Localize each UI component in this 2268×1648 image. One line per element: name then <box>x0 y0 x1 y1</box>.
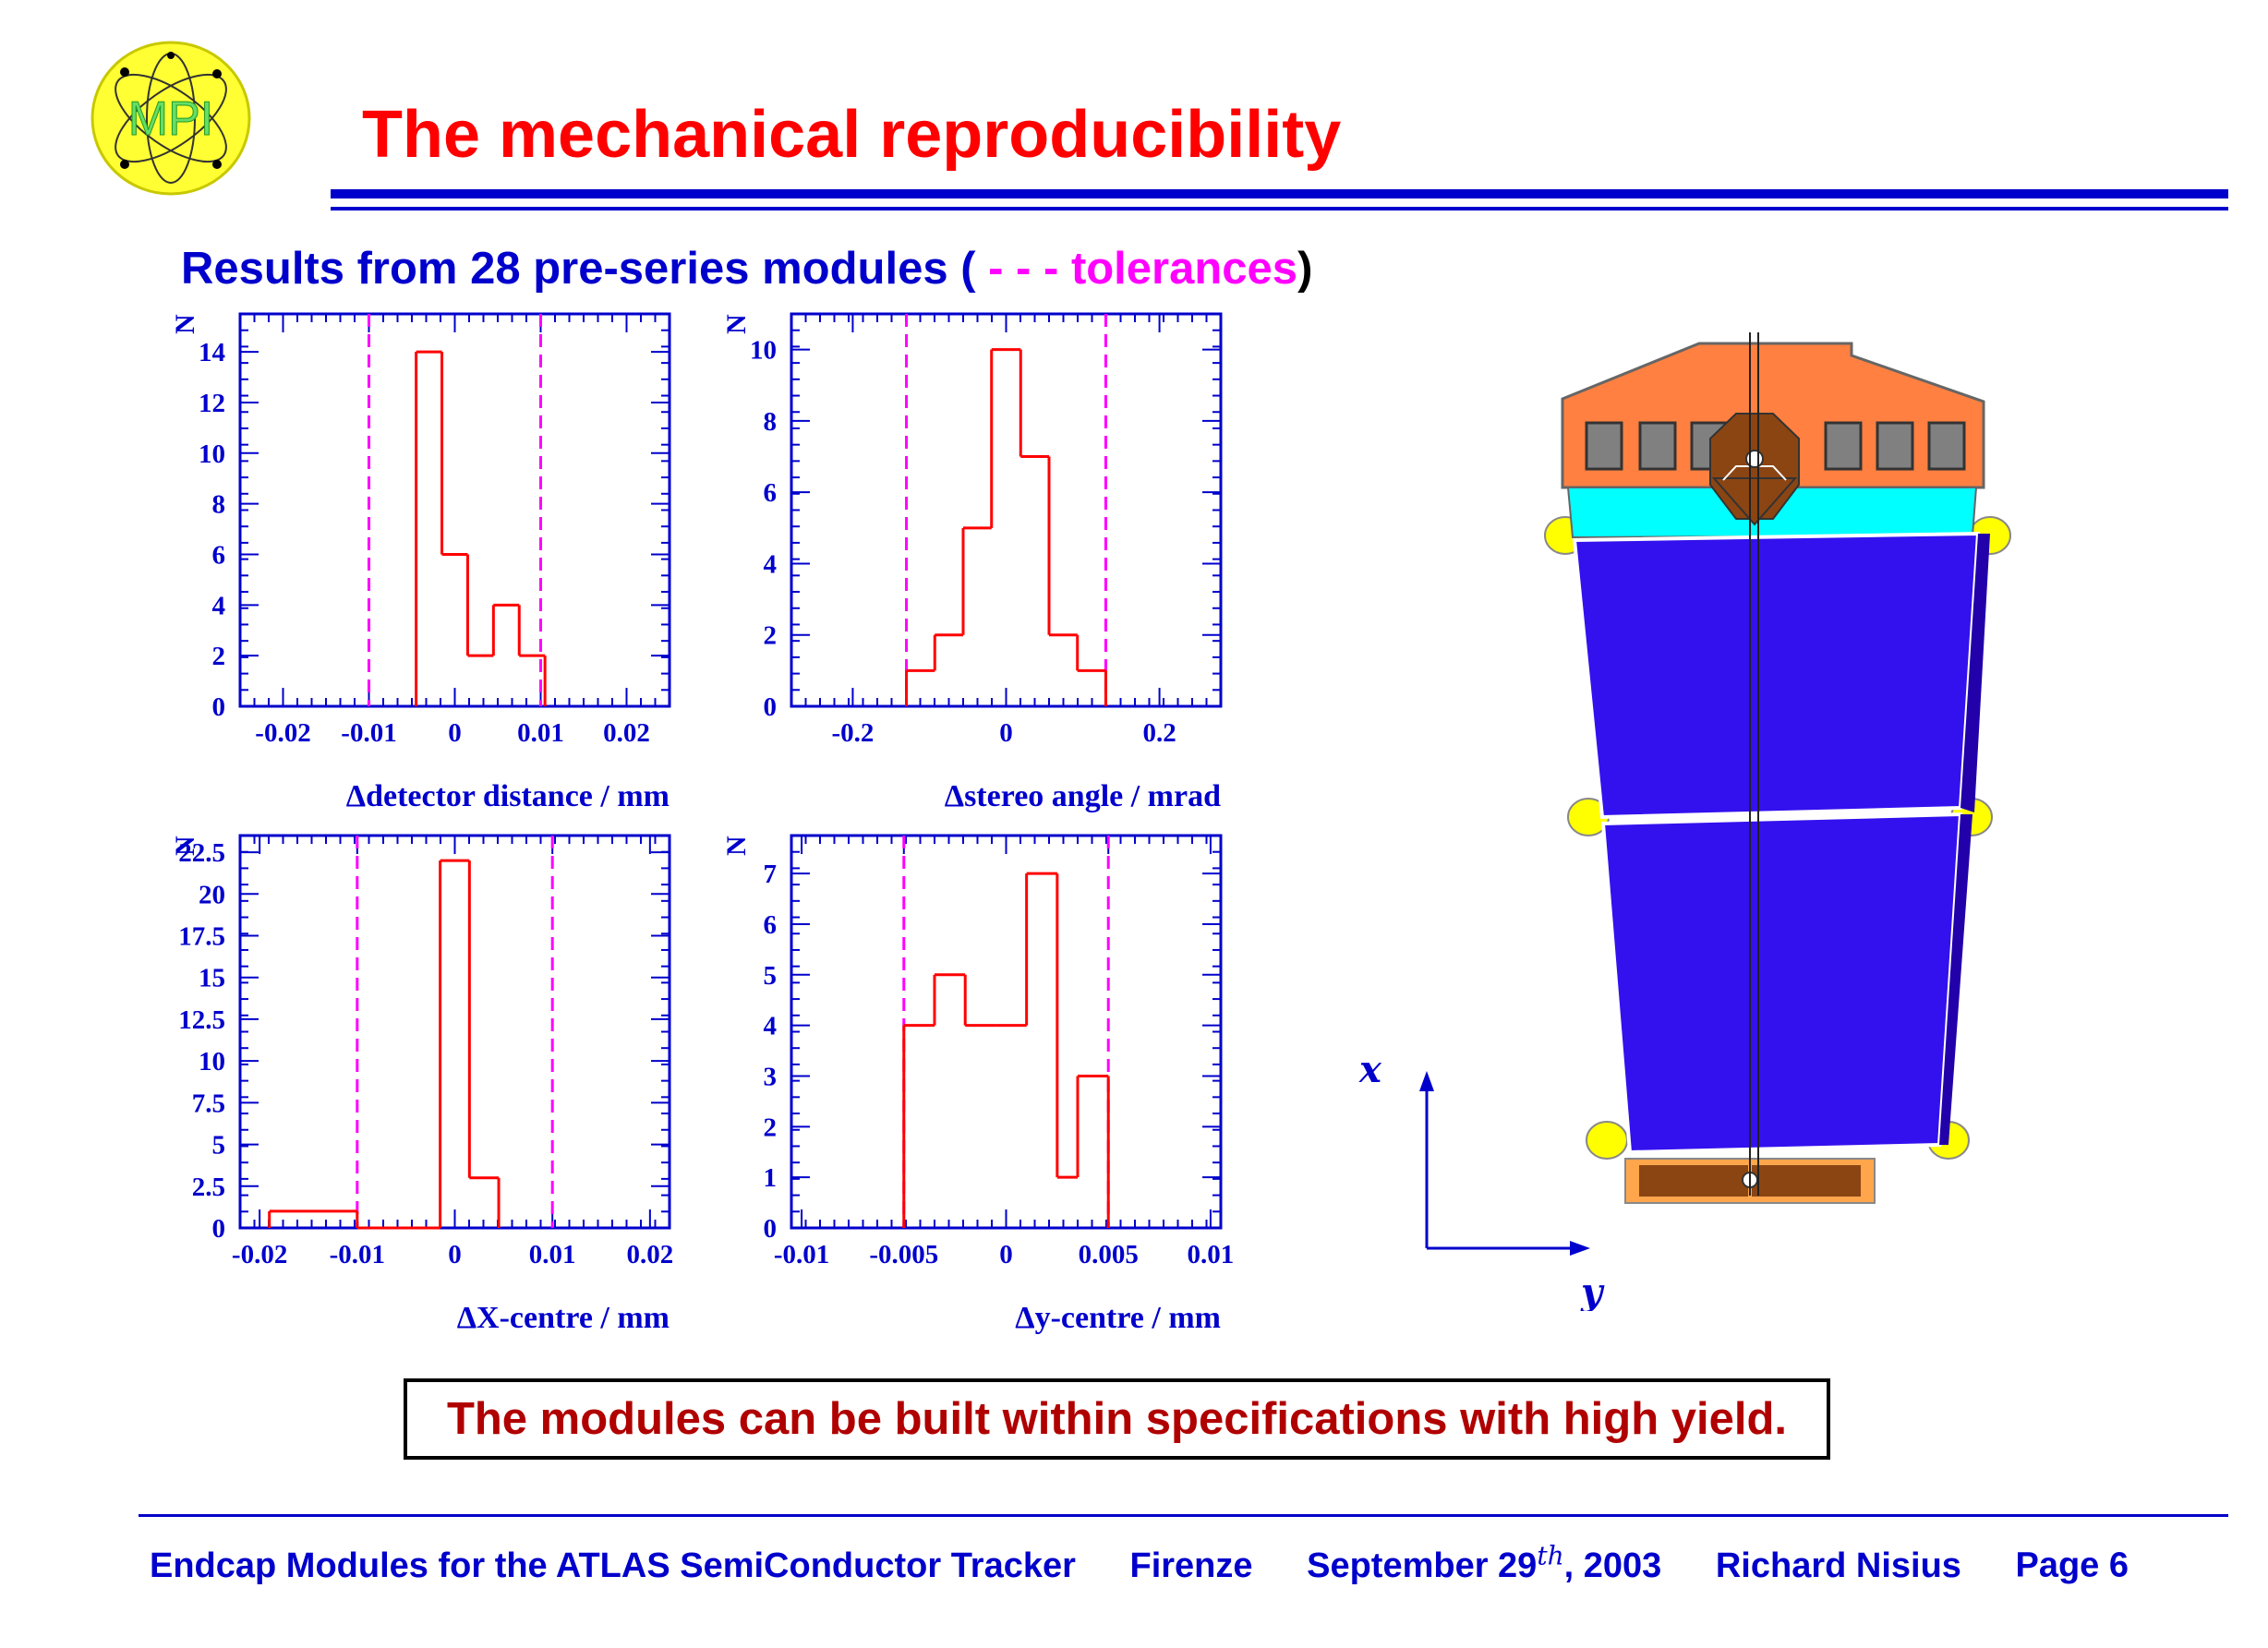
footer-date-sup: th <box>1537 1540 1564 1570</box>
y-tick-label: 2.5 <box>192 1173 225 1202</box>
plot-frame <box>238 312 671 708</box>
y-tick-label: 6 <box>764 910 778 940</box>
y-tick-label: 2 <box>764 1113 778 1142</box>
x-tick-label: 0.2 <box>1142 718 1176 748</box>
footer-date-prefix: September 29 <box>1307 1546 1538 1585</box>
y-tick-label: 0 <box>764 1214 778 1244</box>
y-tick-label: 12.5 <box>178 1005 225 1035</box>
x-tick-label: 0.02 <box>626 1240 673 1269</box>
module-diagram: x y <box>1358 332 2011 1311</box>
y-tick-label: 7 <box>764 860 778 889</box>
title-rule-thick <box>331 189 2228 198</box>
plot-frame <box>790 312 1223 708</box>
x-tick-label: 0.01 <box>1188 1240 1235 1269</box>
footer-rule <box>139 1514 2228 1517</box>
y-tick-label: 17.5 <box>178 922 225 952</box>
y-tick-label: 10 <box>199 439 225 469</box>
y-axis-label: N <box>170 314 200 334</box>
y-tick-label: 8 <box>212 490 226 520</box>
y-tick-label: 4 <box>764 1012 778 1041</box>
x-tick-label: 0 <box>448 718 462 748</box>
histogram-x-centre: -0.02 -0.01 0 0.01 0.02 0 2.5 5 7.5 10 12.5 15 17.5 2… <box>170 834 673 1335</box>
upper-sensor <box>1572 531 1981 820</box>
y-tick-label: 4 <box>212 591 226 620</box>
histogram-detector-distance: -0.02 -0.01 0 0.01 0.02 0 2 4 6 8 10 12 14 N Δdetector… <box>170 312 671 813</box>
x-tick-label: -0.2 <box>831 718 874 748</box>
x-axis-label: ΔX-centre / mm <box>457 1301 670 1335</box>
x-tick-label: -0.01 <box>330 1240 385 1269</box>
footer-talk-title: Endcap Modules for the ATLAS SemiConduct… <box>150 1546 1076 1585</box>
y-tick-label: 20 <box>199 880 225 909</box>
x-tick-label: 0 <box>999 1240 1013 1269</box>
y-tick-label: 0 <box>212 692 226 722</box>
footer-date: September 29th, 2003 <box>1307 1540 1662 1585</box>
histogram-stereo-angle: -0.2 0 0.2 0 2 4 6 8 10N Δstereo angle / mrad <box>721 312 1223 813</box>
y-tick-label: 2 <box>212 642 226 671</box>
plot-frame <box>790 834 1223 1230</box>
x-axis-label: Δstereo angle / mrad <box>945 779 1221 813</box>
plot-frame <box>238 834 671 1230</box>
y-tick-label: 1 <box>764 1163 778 1193</box>
histogram-y-centre: -0.01 -0.005 0 0.005 0.01 0 1 2 3 4 5 6 7N Δy-centre … <box>721 834 1235 1335</box>
x-axis-label: x <box>1358 1048 1382 1091</box>
mpi-logo: MPI <box>90 41 251 196</box>
x-tick-label: 0 <box>999 718 1013 748</box>
subtitle-dash: - - - <box>975 244 1071 294</box>
y-axis-label: N <box>170 836 200 856</box>
x-tick-label: -0.01 <box>341 718 396 748</box>
subtitle-suffix: ) <box>1297 244 1313 294</box>
y-tick-label: 14 <box>199 338 225 367</box>
footer-date-suffix: , 2003 <box>1563 1546 1662 1585</box>
subtitle-prefix: Results from 28 pre-series modules ( <box>181 244 976 294</box>
y-axis-label: N <box>721 314 752 334</box>
subtitle-tolerances: tolerances <box>1070 244 1298 294</box>
y-tick-label: 12 <box>199 389 225 418</box>
footer: Endcap Modules for the ATLAS SemiConduct… <box>150 1540 2129 1586</box>
logo-text: MPI <box>128 92 213 146</box>
x-tick-label: -0.005 <box>869 1240 938 1269</box>
x-tick-label: 0.02 <box>603 718 650 748</box>
y-tick-label: 10 <box>750 336 777 366</box>
y-tick-label: 5 <box>764 961 778 991</box>
y-tick-label: 3 <box>764 1062 778 1091</box>
footer-place: Firenze <box>1129 1546 1253 1585</box>
x-tick-label: 0.01 <box>529 1240 576 1269</box>
x-tick-label: 0 <box>448 1240 462 1269</box>
y-tick-label: 2 <box>764 621 778 651</box>
y-tick-label: 7.5 <box>192 1089 225 1118</box>
x-axis-label: Δy-centre / mm <box>1015 1301 1221 1335</box>
x-tick-label: 0.005 <box>1079 1240 1139 1269</box>
y-tick-label: 6 <box>764 478 778 508</box>
y-tick-label: 0 <box>764 692 778 722</box>
x-tick-label: -0.01 <box>774 1240 829 1269</box>
slide-title: The mechanical reproducibility <box>362 98 1342 172</box>
y-tick-label: 10 <box>199 1047 225 1077</box>
x-axis-label: Δdetector distance / mm <box>346 779 670 813</box>
y-tick-label: 4 <box>764 549 778 579</box>
y-tick-label: 6 <box>212 540 226 570</box>
y-tick-label: 15 <box>199 964 225 993</box>
lower-sensor <box>1600 812 1963 1155</box>
title-rule-thin <box>331 207 2228 211</box>
footer-author: Richard Nisius <box>1715 1546 1961 1585</box>
conclusion-box: The modules can be built within specific… <box>404 1378 1830 1460</box>
y-tick-label: 5 <box>212 1131 226 1161</box>
y-tick-label: 22.5 <box>178 838 225 868</box>
coordinate-axes: x y <box>1358 1048 1605 1311</box>
subtitle: Results from 28 pre-series modules ( - -… <box>181 243 1312 295</box>
x-tick-label: 0.01 <box>517 718 564 748</box>
y-axis-label: N <box>721 836 752 856</box>
x-tick-label: -0.02 <box>232 1240 287 1269</box>
y-axis-label: y <box>1580 1270 1605 1311</box>
y-tick-label: 0 <box>212 1214 226 1244</box>
y-tick-label: 8 <box>764 407 778 437</box>
x-tick-label: -0.02 <box>255 718 310 748</box>
footer-page: Page 6 <box>2015 1546 2129 1585</box>
